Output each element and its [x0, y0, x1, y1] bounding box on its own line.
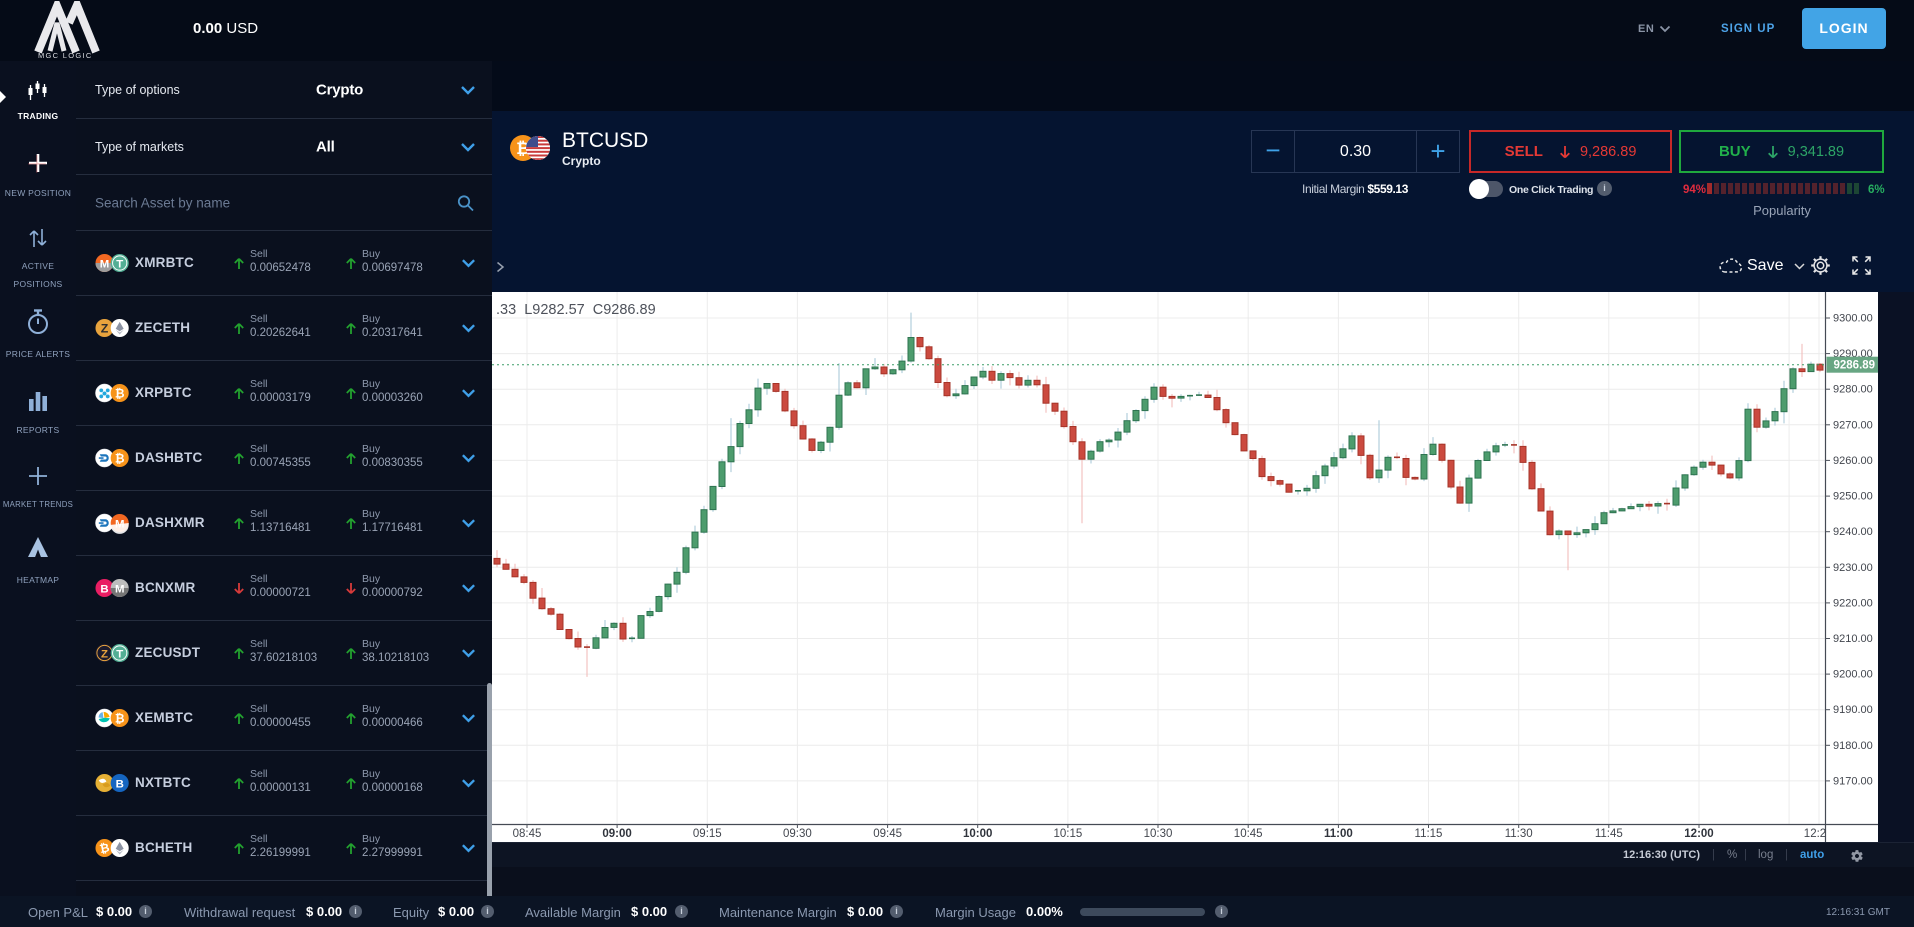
svg-text:11:00: 11:00: [1324, 828, 1353, 840]
svg-text:9270.00: 9270.00: [1833, 419, 1873, 431]
svg-text:B: B: [116, 778, 124, 790]
svg-text:9300.00: 9300.00: [1833, 313, 1873, 325]
svg-text:₿: ₿: [115, 711, 125, 725]
svg-text:B: B: [100, 583, 108, 595]
svg-text:₿: ₿: [98, 840, 111, 856]
svg-text:10:30: 10:30: [1144, 828, 1173, 840]
svg-text:08:45: 08:45: [513, 828, 542, 840]
svg-text:11:30: 11:30: [1505, 828, 1533, 840]
svg-text:9200.00: 9200.00: [1833, 669, 1873, 681]
svg-text:M: M: [115, 583, 125, 595]
svg-text:₿: ₿: [115, 386, 125, 400]
svg-text:09:15: 09:15: [693, 828, 722, 840]
svg-text:9260.00: 9260.00: [1833, 455, 1873, 467]
svg-text:09:00: 09:00: [602, 828, 631, 840]
svg-text:9280.00: 9280.00: [1833, 384, 1873, 396]
svg-text:T: T: [116, 648, 123, 660]
svg-text:09:45: 09:45: [873, 828, 902, 840]
svg-text:.33 L9282.57 C9286.89: .33 L9282.57 C9286.89: [496, 302, 656, 318]
svg-text:M: M: [100, 258, 110, 270]
svg-text:9190.00: 9190.00: [1833, 704, 1873, 716]
svg-text:9210.00: 9210.00: [1833, 633, 1873, 645]
svg-text:₿: ₿: [516, 139, 530, 158]
svg-text:MGC LOGIC: MGC LOGIC: [38, 51, 93, 59]
svg-text:10:15: 10:15: [1054, 828, 1083, 840]
svg-text:09:30: 09:30: [783, 828, 812, 840]
svg-text:M: M: [115, 518, 125, 530]
svg-text:10:00: 10:00: [963, 828, 992, 840]
svg-text:10:45: 10:45: [1234, 828, 1263, 840]
svg-text:9180.00: 9180.00: [1833, 740, 1873, 752]
svg-text:9170.00: 9170.00: [1833, 775, 1873, 787]
svg-text:11:45: 11:45: [1595, 828, 1623, 840]
svg-text:9250.00: 9250.00: [1833, 491, 1873, 503]
svg-text:₿: ₿: [115, 451, 125, 465]
svg-text:9286.89: 9286.89: [1834, 360, 1876, 372]
svg-text:9220.00: 9220.00: [1833, 597, 1873, 609]
svg-text:11:15: 11:15: [1415, 828, 1443, 840]
svg-text:12:2: 12:2: [1804, 828, 1826, 840]
svg-text:9240.00: 9240.00: [1833, 526, 1873, 538]
svg-text:Z: Z: [101, 648, 108, 660]
svg-text:12:00: 12:00: [1684, 828, 1713, 840]
svg-text:9230.00: 9230.00: [1833, 562, 1873, 574]
svg-text:Z: Z: [101, 321, 109, 335]
svg-text:T: T: [116, 258, 123, 270]
